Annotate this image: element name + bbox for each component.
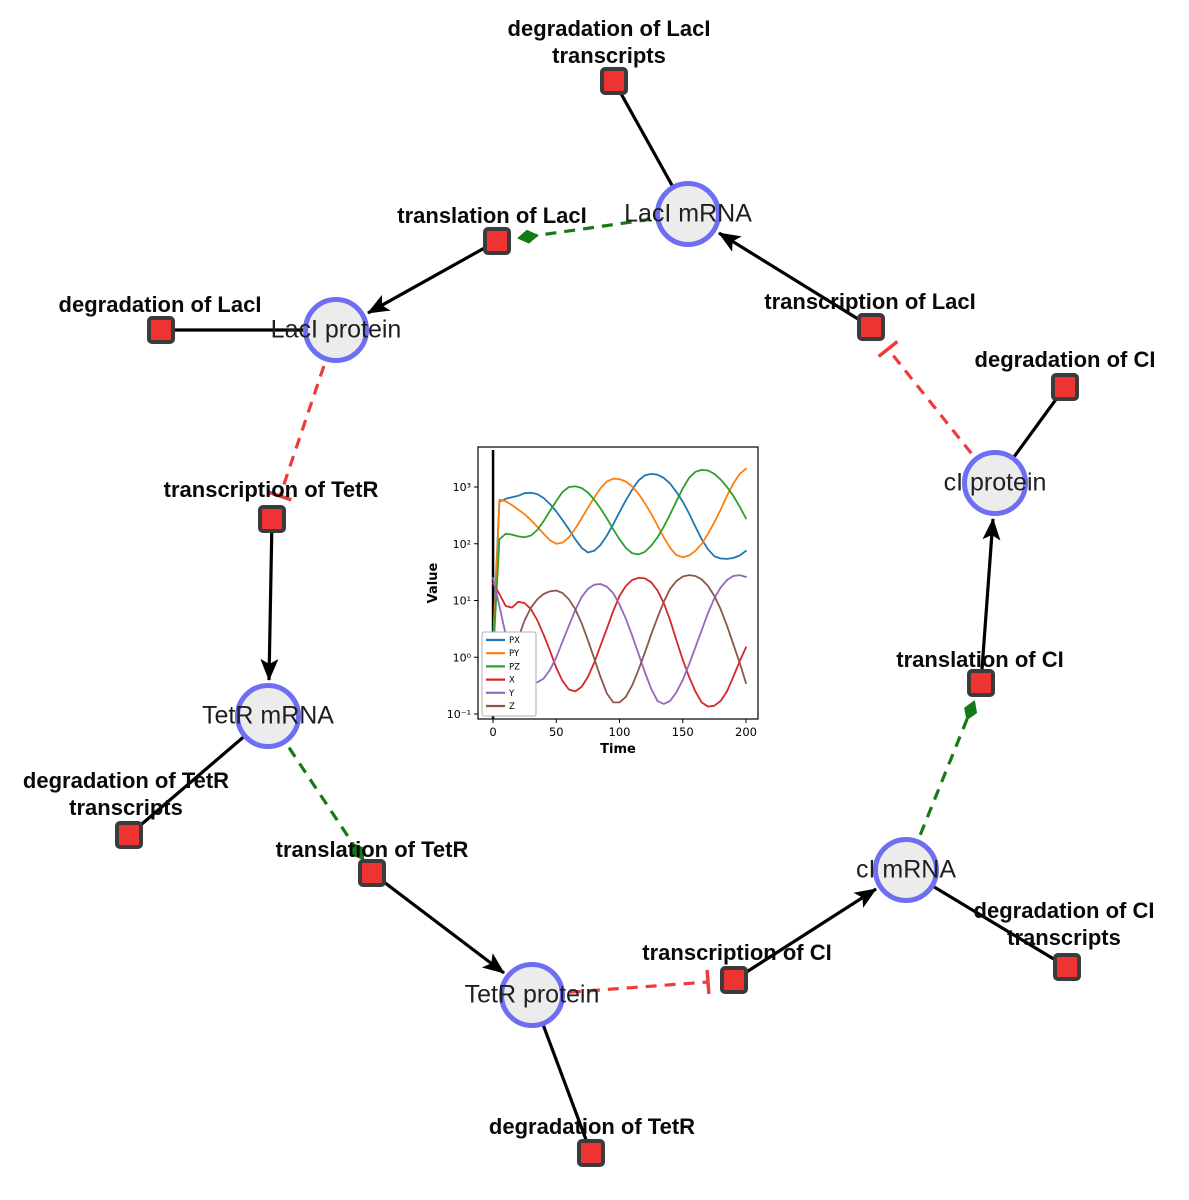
legend-label-PY: PY <box>509 649 520 659</box>
reaction-node-translation-of-tetr[interactable] <box>358 859 386 887</box>
inset-plot-svg: 0 50 100 150 200 10⁻¹ 10⁰ 10¹ 10² 10³ Time Value PX P… <box>426 446 759 757</box>
plot-series-PX <box>492 473 747 642</box>
reaction-node-transcription-of-ci[interactable] <box>720 966 748 994</box>
inset-plot: 0 50 100 150 200 10⁻¹ 10⁰ 10¹ 10² 10³ Time Value PX P… <box>425 438 775 763</box>
x-tick-label: 150 <box>672 725 694 739</box>
reaction-node-degradation-of-laci-transcripts[interactable] <box>600 67 628 95</box>
reaction-node-translation-of-laci[interactable] <box>483 227 511 255</box>
legend-label-PX: PX <box>509 636 520 646</box>
plot-series-PZ <box>492 469 747 659</box>
plot-series-X <box>492 577 747 708</box>
y-tick-label: 10¹ <box>453 595 471 608</box>
legend-label-Y: Y <box>508 689 515 699</box>
legend-label-PZ: PZ <box>509 662 520 672</box>
y-tick-label: 10⁻¹ <box>447 708 471 721</box>
y-axis-label: Value <box>426 562 441 603</box>
reaction-node-transcription-of-laci[interactable] <box>857 313 885 341</box>
y-tick-label: 10² <box>453 538 471 551</box>
reaction-node-transcription-of-tetr[interactable] <box>258 505 286 533</box>
reaction-node-translation-of-ci[interactable] <box>967 669 995 697</box>
y-tick-label: 10³ <box>453 481 471 494</box>
reaction-node-degradation-of-ci[interactable] <box>1051 373 1079 401</box>
x-tick-label: 100 <box>609 725 631 739</box>
plot-frame <box>477 446 759 720</box>
edge-transcription-of-laci-to-laci-mrna <box>718 231 872 329</box>
species-node-tetr-mrna[interactable] <box>235 683 301 749</box>
x-tick-label: 200 <box>735 725 757 739</box>
plot-series-Z <box>492 574 747 715</box>
plot-series-PY <box>492 467 747 659</box>
edge-translation-of-ci-to-ci-protein <box>979 518 1001 684</box>
reaction-node-degradation-of-tetr-transcripts[interactable] <box>115 821 143 849</box>
edge-translation-of-laci-to-laci-protein <box>367 239 498 315</box>
x-tick-label: 0 <box>489 725 496 739</box>
species-node-laci-protein[interactable] <box>303 297 369 363</box>
reaction-node-degradation-of-ci-transcripts[interactable] <box>1053 953 1081 981</box>
x-tick-label: 50 <box>549 725 564 739</box>
y-tick-label: 10⁰ <box>453 651 472 664</box>
x-axis-label: Time <box>600 742 636 757</box>
species-node-laci-mrna[interactable] <box>655 181 721 247</box>
species-node-tetr-protein[interactable] <box>499 962 565 1028</box>
edge-transcription-of-ci-to-ci-mrna <box>733 887 877 982</box>
species-node-ci-mrna[interactable] <box>873 837 939 903</box>
edge-translation-of-tetr-to-tetr-protein <box>371 871 505 975</box>
reaction-node-degradation-of-tetr[interactable] <box>577 1139 605 1167</box>
species-node-ci-protein[interactable] <box>962 450 1028 516</box>
reaction-node-degradation-of-laci[interactable] <box>147 316 175 344</box>
edge-transcription-of-tetr-to-tetr-mrna <box>260 518 279 681</box>
legend-label-Z: Z <box>509 702 515 712</box>
legend-label-X: X <box>509 676 515 686</box>
